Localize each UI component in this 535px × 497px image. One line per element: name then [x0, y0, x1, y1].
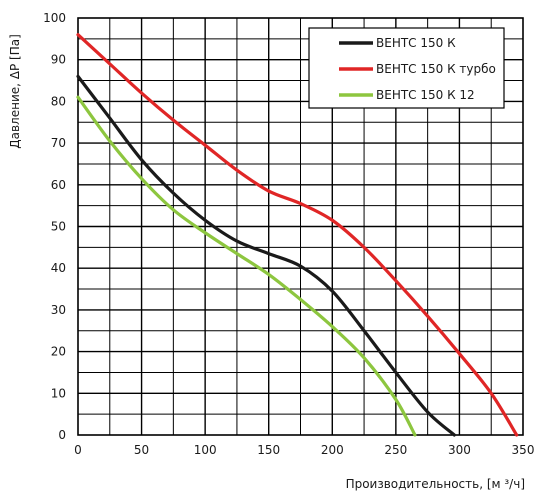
legend-label: ВЕНТС 150 К турбо [376, 62, 496, 76]
y-tick-label: 10 [51, 386, 66, 400]
x-tick-label: 100 [194, 443, 217, 457]
y-tick-label: 20 [51, 345, 66, 359]
series-line-2 [76, 33, 519, 437]
series-line-3 [76, 95, 417, 437]
x-tick-label: 150 [257, 443, 280, 457]
x-tick-label: 350 [512, 443, 535, 457]
y-tick-label: 60 [51, 178, 66, 192]
x-tick-label: 50 [134, 443, 149, 457]
legend-label: ВЕНТС 150 К [376, 36, 456, 50]
legend-label: ВЕНТС 150 К 12 [376, 88, 475, 102]
x-axis-ticks: 0 50 100 150 200 250 300 350 [74, 443, 534, 457]
x-tick-label: 300 [448, 443, 471, 457]
x-tick-label: 200 [321, 443, 344, 457]
legend: ВЕНТС 150 К ВЕНТС 150 К турбо ВЕНТС 150 К … [308, 27, 505, 109]
x-axis-title: Производительность, [м ³/ч] [346, 477, 525, 491]
y-tick-label: 70 [51, 136, 66, 150]
y-tick-label: 100 [43, 11, 66, 25]
y-axis-title: Давление, ΔP [Па] [8, 34, 22, 149]
x-tick-label: 0 [74, 443, 82, 457]
y-tick-label: 0 [58, 428, 66, 442]
y-tick-label: 50 [51, 220, 66, 234]
x-tick-label: 250 [384, 443, 407, 457]
y-tick-label: 90 [51, 53, 66, 67]
y-tick-label: 40 [51, 261, 66, 275]
plot-frame [77, 17, 524, 436]
y-tick-label: 80 [51, 94, 66, 108]
y-tick-label: 30 [51, 303, 66, 317]
y-axis-ticks: 0 10 20 30 40 50 60 70 80 90 100 [43, 11, 66, 442]
series-lines [76, 33, 519, 437]
series-line-1 [76, 74, 456, 437]
